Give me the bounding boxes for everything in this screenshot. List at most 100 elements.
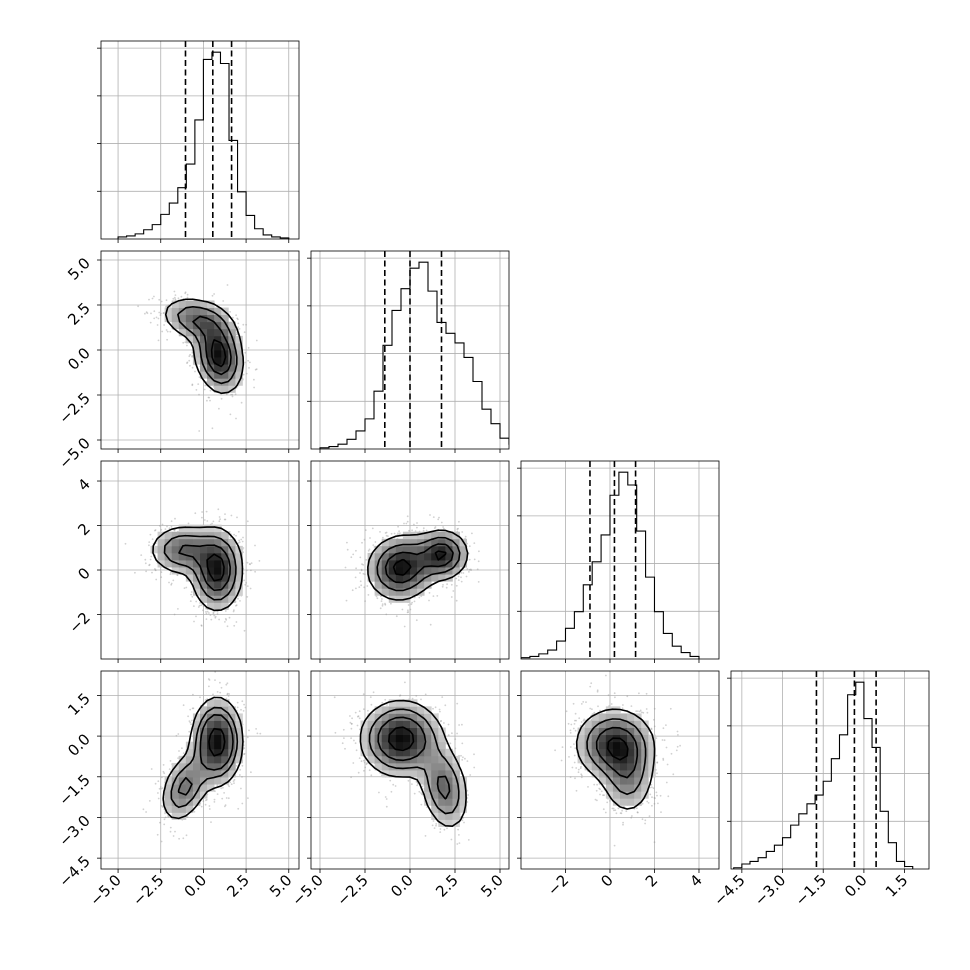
density-cell — [235, 574, 243, 582]
density-cell — [235, 560, 243, 568]
density-cell — [417, 545, 425, 554]
sample-point — [206, 520, 209, 522]
sample-point — [375, 595, 378, 598]
sample-point — [213, 801, 216, 803]
sample-point — [238, 328, 241, 330]
sample-point — [416, 526, 418, 529]
sample-point — [253, 378, 255, 381]
sample-point — [205, 607, 208, 610]
density-cell — [228, 538, 236, 547]
density-cell — [221, 560, 229, 568]
sample-point — [346, 548, 349, 551]
density-cell — [381, 560, 390, 568]
sample-point — [197, 606, 200, 608]
density-cell — [374, 552, 383, 561]
sample-point — [151, 297, 154, 300]
sample-point — [227, 695, 230, 697]
sample-point — [237, 597, 239, 600]
density-cell — [200, 545, 208, 554]
density-cell — [431, 545, 439, 554]
sample-point — [191, 384, 194, 387]
density-cell — [192, 328, 201, 337]
sample-point — [471, 532, 473, 535]
sample-point — [197, 383, 200, 385]
sample-point — [248, 367, 250, 369]
sample-point — [376, 597, 379, 600]
density-cell — [221, 342, 229, 351]
density-cell — [228, 595, 236, 603]
sample-point — [246, 736, 249, 739]
sample-point — [183, 587, 186, 589]
sample-point — [214, 679, 216, 681]
sample-point — [469, 568, 472, 571]
sample-point — [244, 706, 247, 709]
density-cell — [200, 357, 208, 365]
density-cell — [214, 371, 222, 379]
sample-point — [432, 595, 435, 597]
density-cell — [207, 357, 215, 365]
density-cell — [381, 574, 390, 582]
sample-point — [445, 586, 448, 589]
sample-point — [380, 595, 382, 598]
sample-point — [235, 417, 237, 420]
sample-point — [190, 723, 193, 726]
histogram-step — [117, 51, 290, 239]
sample-point — [381, 604, 384, 607]
sample-point — [176, 574, 179, 577]
sample-point — [243, 747, 246, 750]
sample-point — [194, 512, 197, 515]
density-cell — [214, 560, 222, 568]
sample-point — [189, 364, 191, 367]
sample-point — [190, 719, 193, 722]
density-cell — [192, 588, 201, 596]
sample-point — [162, 770, 165, 773]
contour-level-2 — [177, 306, 238, 385]
density-cell — [452, 567, 460, 575]
sample-point — [355, 549, 357, 552]
sample-point — [191, 707, 194, 710]
density-cell — [207, 371, 215, 379]
contour-level-1 — [192, 315, 232, 376]
density-cell — [192, 357, 201, 365]
density-cell — [374, 574, 383, 582]
density-cell — [200, 560, 208, 568]
axes-frame — [730, 670, 930, 870]
sample-point — [352, 553, 355, 556]
sample-point — [351, 589, 354, 592]
histogram-step — [319, 261, 509, 449]
sample-point — [460, 572, 463, 574]
sample-point — [242, 536, 244, 539]
density-cell — [192, 342, 201, 351]
density-cell — [200, 335, 208, 344]
density-cell — [438, 545, 446, 554]
sample-point — [218, 520, 221, 523]
density-cell — [185, 300, 194, 308]
density-cell — [431, 574, 439, 582]
density-cell — [221, 552, 229, 561]
density-cell — [410, 567, 418, 575]
sample-point — [478, 550, 480, 553]
density-cell — [200, 321, 208, 330]
sample-point — [455, 584, 458, 587]
sample-point — [148, 563, 151, 566]
sample-point — [366, 585, 369, 587]
sample-point — [247, 359, 250, 362]
sample-point — [207, 396, 210, 399]
density-cell — [367, 560, 376, 568]
density-cell — [410, 552, 418, 561]
sample-point — [230, 514, 233, 517]
density-cell — [221, 602, 229, 610]
sample-point — [246, 585, 249, 587]
sample-point — [174, 517, 176, 520]
density-cell — [431, 531, 439, 540]
density-cell — [192, 524, 201, 533]
density-cell — [395, 574, 404, 582]
sample-point — [170, 520, 173, 523]
sample-point — [154, 529, 156, 532]
sample-point — [208, 685, 210, 688]
sample-point — [393, 532, 396, 535]
sample-point — [190, 591, 193, 593]
sample-point — [177, 733, 180, 735]
sample-point — [173, 296, 176, 299]
density-cell — [207, 581, 215, 589]
